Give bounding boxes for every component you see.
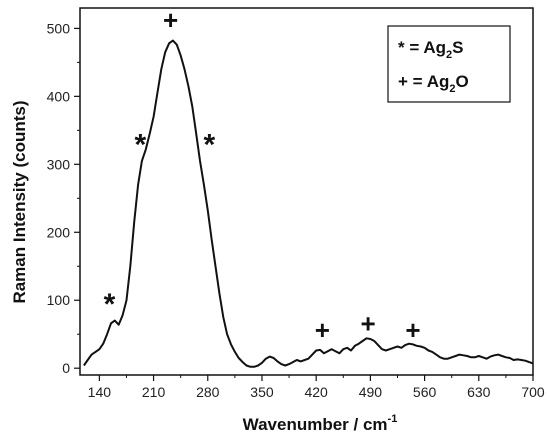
legend-tail: S — [452, 38, 463, 57]
peak-markers: * * + * + + + — [104, 5, 421, 345]
ag2o-peak-marker: + — [405, 315, 420, 345]
legend-base: Ag — [423, 38, 446, 57]
legend-tail: O — [455, 72, 468, 91]
x-tick-label: 350 — [250, 384, 274, 400]
y-tick-label: 400 — [47, 88, 71, 104]
ag2s-peak-marker: * — [203, 129, 215, 162]
ag2o-peak-marker: + — [360, 308, 375, 338]
x-axis-title-sup: -1 — [388, 413, 398, 425]
y-tick-label: 100 — [47, 292, 71, 308]
raman-spectrum-line — [83, 39, 534, 368]
ag2s-peak-marker: * — [104, 288, 116, 321]
x-tick-label: 280 — [196, 384, 220, 400]
legend-sub: 2 — [449, 83, 455, 95]
y-tick-label: 500 — [47, 20, 71, 36]
x-tick-label: 140 — [88, 384, 112, 400]
x-axis-title-text: Wavenumber / cm — [243, 415, 388, 434]
legend-equals: = — [405, 38, 424, 57]
legend-base: Ag — [427, 72, 450, 91]
legend-entry-ag2o: + = Ag2O — [398, 72, 469, 95]
ag2o-peak-marker: + — [315, 315, 330, 345]
x-tick-label: 560 — [413, 384, 437, 400]
x-tick-label: 630 — [467, 384, 491, 400]
y-axis-title: Raman Intensity (counts) — [10, 100, 29, 303]
x-axis-title: Wavenumber / cm-1 — [243, 413, 398, 434]
legend-box — [387, 25, 511, 103]
y-tick-label: 0 — [62, 360, 70, 376]
y-tick-label: 300 — [47, 156, 71, 172]
x-tick-label: 420 — [304, 384, 328, 400]
legend-symbol: + — [398, 72, 408, 91]
legend-sub: 2 — [446, 49, 452, 61]
x-tick-label: 210 — [142, 384, 166, 400]
legend: * = Ag2S + = Ag2O — [387, 25, 511, 103]
ag2o-peak-marker: + — [163, 5, 178, 35]
x-tick-label: 490 — [359, 384, 383, 400]
legend-entry-ag2s: * = Ag2S — [398, 38, 464, 61]
plot-frame — [79, 7, 534, 376]
x-tick-label: 700 — [521, 384, 545, 400]
ticks-layer: 140 210 280 350 420 490 560 630 700 0 100 200 300 400… — [47, 20, 545, 400]
y-tick-label: 200 — [47, 224, 71, 240]
legend-symbol: * — [398, 38, 405, 57]
legend-equals: = — [408, 72, 427, 91]
ag2s-peak-marker: * — [135, 129, 147, 162]
